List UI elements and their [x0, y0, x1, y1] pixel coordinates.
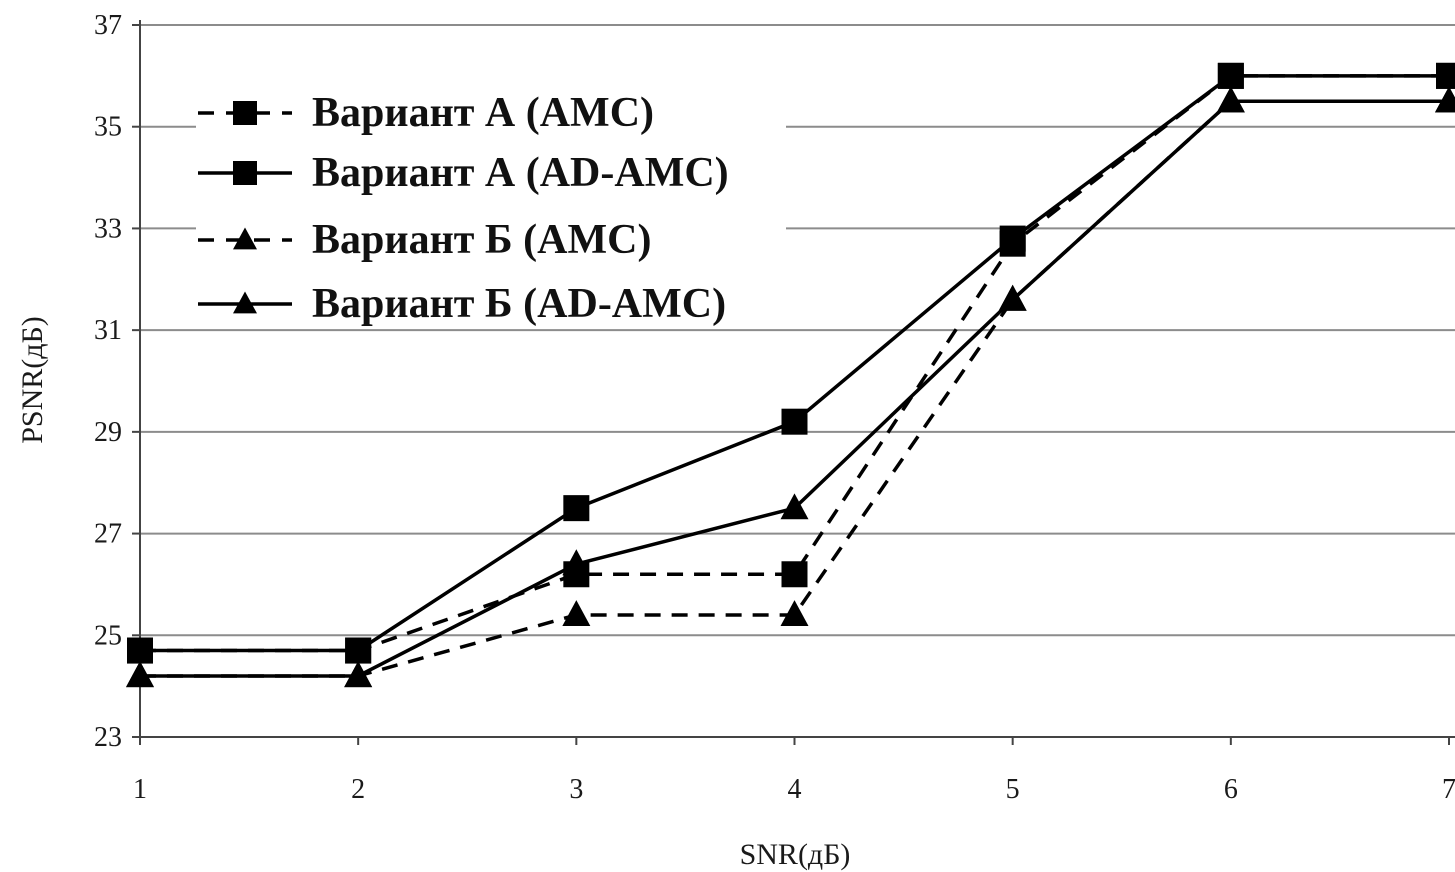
y-tick-label: 33 — [94, 213, 122, 244]
legend-entry: Вариант Б (AMC) — [196, 208, 786, 263]
data-point-triangle — [126, 661, 154, 688]
series-lines — [126, 62, 1455, 688]
data-point-square — [233, 161, 257, 185]
y-tick-label: 27 — [94, 519, 122, 550]
data-point-triangle — [562, 600, 591, 627]
data-point-square — [1436, 62, 1455, 89]
data-point-triangle — [344, 661, 373, 688]
x-tick-label: 7 — [1442, 774, 1455, 805]
legend-entry: Вариант А (AD-AMC) — [196, 141, 786, 196]
x-tick-label: 6 — [1224, 774, 1238, 805]
y-axis-title: PSNR(дБ) — [16, 316, 49, 444]
y-tick-label: 29 — [94, 417, 122, 448]
data-point-triangle — [1216, 86, 1245, 113]
y-tick-label: 35 — [94, 112, 122, 143]
data-point-square — [1217, 62, 1244, 89]
data-point-square — [345, 637, 372, 664]
data-point-triangle — [233, 227, 257, 250]
y-tick-label: 31 — [94, 315, 122, 346]
legend-label: Вариант Б (AD-AMC) — [312, 281, 726, 327]
legend-label: Вариант А (AMC) — [312, 90, 654, 136]
legend: Вариант А (AMC) Вариант А (AD-AMC) Вариант… — [196, 81, 786, 327]
data-point-triangle — [562, 549, 591, 576]
x-tick-label: 5 — [1006, 774, 1020, 805]
data-point-square — [233, 101, 257, 125]
data-point-triangle — [780, 600, 809, 627]
data-point-triangle — [233, 291, 257, 314]
data-point-triangle — [780, 493, 809, 520]
legend-entry-background — [196, 208, 786, 260]
x-tick-label: 2 — [351, 774, 365, 805]
legend-entry-background — [196, 272, 786, 324]
data-point-triangle — [998, 284, 1027, 311]
data-point-square — [781, 408, 808, 435]
x-tick-label: 1 — [133, 774, 147, 805]
legend-label: Вариант А (AD-AMC) — [312, 150, 729, 196]
y-tick-label: 37 — [94, 10, 122, 41]
y-tick-label: 25 — [94, 620, 122, 651]
data-point-triangle — [1435, 86, 1455, 113]
legend-entry: Вариант А (AMC) — [196, 81, 786, 136]
data-point-square — [999, 225, 1026, 252]
data-point-square — [781, 561, 808, 588]
data-point-square — [127, 637, 153, 664]
legend-label: Вариант Б (AMC) — [312, 217, 651, 263]
x-tick-label: 3 — [569, 774, 583, 805]
data-point-square — [563, 495, 590, 522]
legend-entry-background — [196, 81, 786, 133]
x-axis-title: SNR(дБ) — [740, 838, 851, 871]
legend-entry: Вариант Б (AD-AMC) — [196, 272, 786, 327]
legend-entry-background — [196, 141, 786, 193]
y-tick-label: 23 — [94, 722, 122, 753]
x-tick-label: 4 — [788, 774, 802, 805]
